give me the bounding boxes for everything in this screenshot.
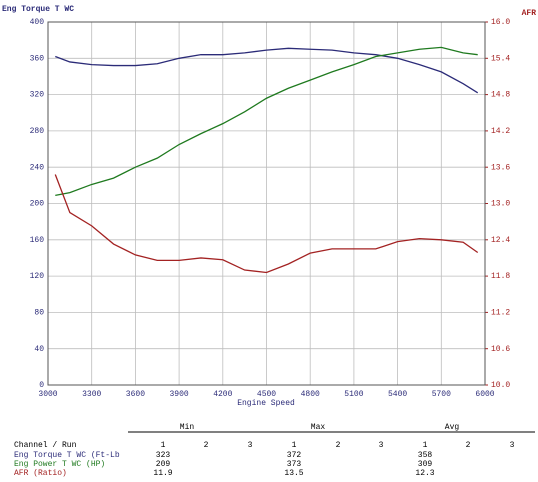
table-row-label: Eng Power T WC (HP)	[14, 460, 105, 469]
x-tick-label: 3000	[38, 390, 57, 399]
table-run-number: 3	[379, 441, 384, 450]
y-tick-label: 0	[39, 381, 44, 390]
x-tick-label: 6000	[475, 390, 494, 399]
y2-tick-label: 12.4	[491, 236, 510, 245]
x-axis-title: Engine Speed	[237, 399, 295, 408]
y2-tick-label: 11.8	[491, 272, 510, 281]
y-tick-label: 360	[30, 54, 45, 63]
x-tick-label: 4200	[213, 390, 232, 399]
x-tick-label: 3300	[82, 390, 101, 399]
y-tick-label: 200	[30, 200, 45, 209]
y2-tick-label: 10.6	[491, 345, 510, 354]
y-tick-label: 240	[30, 163, 45, 172]
y-axis-title: Eng Torque T WC	[2, 5, 74, 14]
table-run-number: 2	[336, 441, 341, 450]
table-run-number: 3	[248, 441, 253, 450]
y-tick-label: 320	[30, 91, 45, 100]
y2-tick-label: 13.0	[491, 200, 510, 209]
y-tick-label: 400	[30, 18, 45, 27]
y2-tick-label: 13.6	[491, 163, 510, 172]
series-line	[55, 47, 479, 94]
table-run-number: 1	[423, 441, 428, 450]
y2-tick-label: 10.0	[491, 381, 510, 390]
x-tick-label: 3900	[169, 390, 188, 399]
table-cell: 209	[156, 460, 171, 469]
plot-frame	[47, 21, 486, 386]
y2-tick-label: 14.2	[491, 127, 510, 136]
y2-axis-title: AFR	[522, 9, 537, 18]
table-cell: 309	[418, 460, 433, 469]
table-run-number: 1	[161, 441, 166, 450]
table-group-header: Avg	[445, 423, 460, 432]
table-run-number: 1	[292, 441, 297, 450]
table-row-label: AFR (Ratio)	[14, 469, 67, 478]
table-cell: 13.5	[284, 469, 303, 478]
table-group-header: Min	[180, 423, 195, 432]
series-line	[54, 174, 479, 274]
x-tick-label: 4500	[257, 390, 276, 399]
table-cell: 373	[287, 460, 302, 469]
table-run-number: 2	[204, 441, 209, 450]
table-row-label: Eng Torque T WC (Ft-Lb	[14, 451, 120, 460]
x-tick-label: 3600	[126, 390, 145, 399]
table-run-number: 2	[466, 441, 471, 450]
y-tick-label: 280	[30, 127, 45, 136]
y-tick-label: 80	[34, 309, 44, 318]
table-group-header: Max	[311, 423, 326, 432]
y2-tick-label: 11.2	[491, 309, 510, 318]
table-cell: 323	[156, 451, 171, 460]
table-run-number: 3	[510, 441, 515, 450]
x-tick-label: 5400	[388, 390, 407, 399]
y-tick-label: 120	[30, 272, 45, 281]
y2-tick-label: 15.4	[491, 54, 510, 63]
series-line	[55, 46, 478, 196]
y-tick-label: 160	[30, 236, 45, 245]
y2-tick-label: 16.0	[491, 18, 510, 27]
table-cell: 11.9	[153, 469, 172, 478]
table-header-label: Channel / Run	[14, 441, 77, 450]
x-tick-label: 4800	[301, 390, 320, 399]
y2-tick-label: 14.8	[491, 91, 510, 100]
y-tick-label: 40	[34, 345, 44, 354]
x-tick-label: 5700	[432, 390, 451, 399]
table-cell: 358	[418, 451, 433, 460]
table-cell: 12.3	[415, 469, 434, 478]
table-cell: 372	[287, 451, 302, 460]
x-tick-label: 5100	[344, 390, 363, 399]
